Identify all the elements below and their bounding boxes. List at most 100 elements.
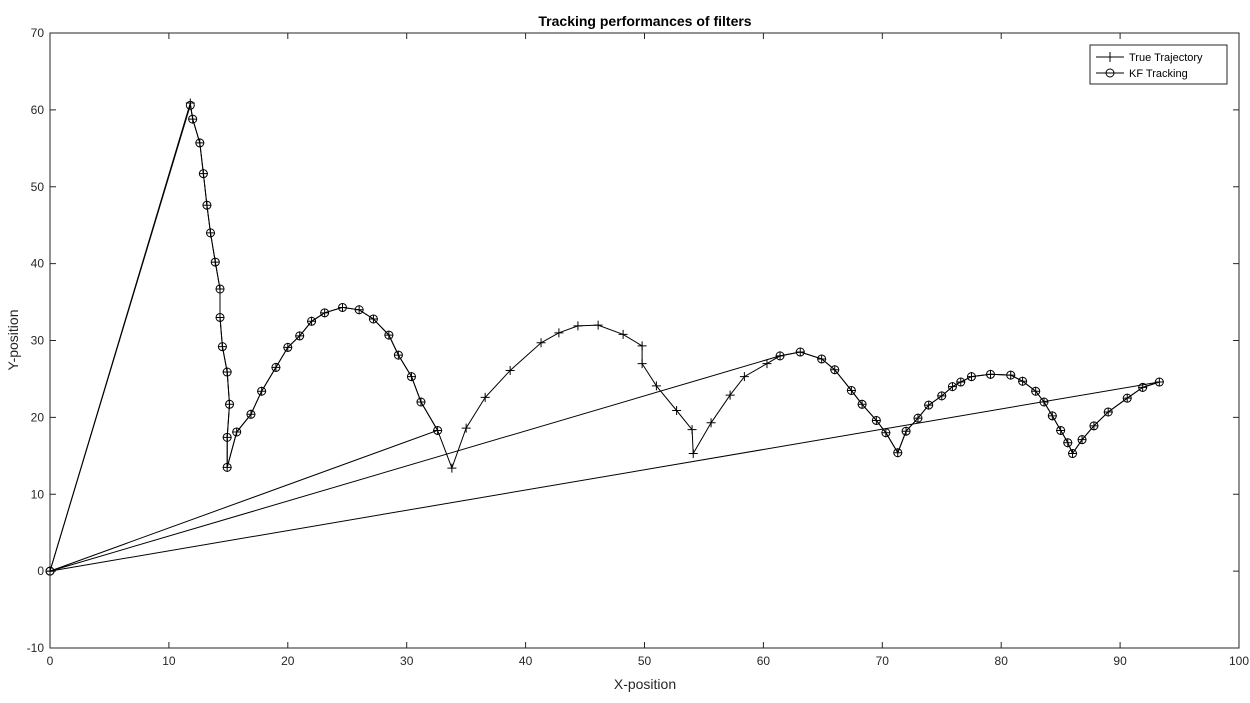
data-point-circle — [198, 169, 208, 179]
series-line-kf-tracking — [49, 105, 1160, 572]
data-point-circle — [354, 305, 364, 315]
x-tick-label: 0 — [47, 654, 54, 668]
data-point-circle — [188, 114, 198, 124]
legend-marker-plus-icon — [1105, 52, 1115, 62]
data-point-circle — [1031, 386, 1041, 396]
x-tick-label: 70 — [876, 654, 890, 668]
series-layer — [45, 98, 1164, 576]
data-point-circle — [393, 350, 403, 360]
data-point-circle — [246, 409, 256, 419]
data-point-circle — [1138, 382, 1148, 392]
data-point-circle — [222, 367, 232, 377]
data-point-circle — [406, 372, 416, 382]
data-point-circle — [956, 377, 966, 387]
data-point-plus — [573, 321, 583, 331]
data-point-circle — [433, 425, 443, 435]
data-point-plus — [672, 405, 682, 415]
data-point-circle — [1039, 397, 1049, 407]
y-tick-label: 0 — [37, 564, 44, 578]
data-point-plus — [593, 320, 603, 330]
data-point-circle — [206, 228, 216, 238]
data-point-circle — [1006, 370, 1016, 380]
data-point-circle — [947, 382, 957, 392]
data-point-circle — [893, 448, 903, 458]
x-tick-label: 30 — [400, 654, 414, 668]
y-tick-label: 20 — [31, 410, 45, 424]
x-tick-label: 50 — [638, 654, 652, 668]
data-point-circle — [202, 200, 212, 210]
x-tick-label: 60 — [757, 654, 771, 668]
data-point-circle — [337, 302, 347, 312]
data-point-plus — [688, 449, 698, 459]
data-point-circle — [913, 413, 923, 423]
data-point-plus — [637, 341, 647, 351]
data-point-circle — [217, 342, 227, 352]
data-point-circle — [320, 308, 330, 318]
data-point-plus — [687, 425, 697, 435]
data-point-circle — [185, 100, 195, 110]
data-point-circle — [283, 342, 293, 352]
data-point-circle — [295, 331, 305, 341]
x-tick-label: 100 — [1229, 654, 1249, 668]
legend-label-kf-tracking: KF Tracking — [1129, 68, 1188, 80]
data-point-circle — [307, 316, 317, 326]
data-point-plus — [536, 338, 546, 348]
data-point-circle — [924, 400, 934, 410]
data-point-circle — [937, 391, 947, 401]
data-point-circle — [1018, 376, 1028, 386]
legend-label-true-trajectory: True Trajectory — [1129, 52, 1203, 64]
data-point-circle — [222, 432, 232, 442]
data-point-circle — [985, 369, 995, 379]
data-point-circle — [1077, 435, 1087, 445]
data-point-circle — [215, 284, 225, 294]
data-point-circle — [871, 415, 881, 425]
data-point-circle — [1089, 421, 1099, 431]
data-point-circle — [881, 428, 891, 438]
y-tick-label: -10 — [27, 641, 45, 655]
data-point-circle — [45, 566, 55, 576]
data-point-plus — [447, 463, 457, 473]
data-point-circle — [232, 427, 242, 437]
x-tick-label: 20 — [281, 654, 295, 668]
plot-area — [49, 32, 1240, 649]
data-point-plus — [706, 418, 716, 428]
data-point-circle — [210, 257, 220, 267]
data-point-plus — [1154, 377, 1164, 387]
x-axis-label: X-position — [614, 676, 676, 692]
data-point-circle — [966, 372, 976, 382]
data-point-circle — [215, 312, 225, 322]
y-tick-label: 10 — [31, 487, 45, 501]
x-tick-label: 40 — [519, 654, 533, 668]
data-point-circle — [384, 330, 394, 340]
series-markers-kf-tracking — [45, 100, 1164, 576]
x-tick-label: 80 — [995, 654, 1009, 668]
data-point-circle — [225, 399, 235, 409]
data-point-circle — [195, 138, 205, 148]
data-point-circle — [846, 385, 856, 395]
data-point-circle — [416, 397, 426, 407]
data-point-plus — [618, 329, 628, 339]
data-point-circle — [830, 365, 840, 375]
data-point-plus — [739, 372, 749, 382]
data-point-plus — [480, 392, 490, 402]
data-point-circle — [1063, 438, 1073, 448]
data-point-plus — [762, 359, 772, 369]
y-tick-label: 40 — [31, 257, 45, 271]
data-point-plus — [505, 365, 515, 375]
data-point-circle — [1068, 449, 1078, 459]
data-point-plus — [554, 328, 564, 338]
data-point-circle — [1103, 407, 1113, 417]
legend-marker-circle-icon — [1105, 68, 1115, 78]
data-point-circle — [857, 399, 867, 409]
data-point-circle — [257, 386, 267, 396]
data-point-plus — [461, 423, 471, 433]
y-tick-label: 50 — [31, 180, 45, 194]
data-point-plus — [725, 390, 735, 400]
y-tick-label: 70 — [31, 26, 45, 40]
data-point-circle — [1047, 411, 1057, 421]
y-tick-label: 30 — [31, 334, 45, 348]
data-point-circle — [901, 426, 911, 436]
data-point-circle — [775, 351, 785, 361]
